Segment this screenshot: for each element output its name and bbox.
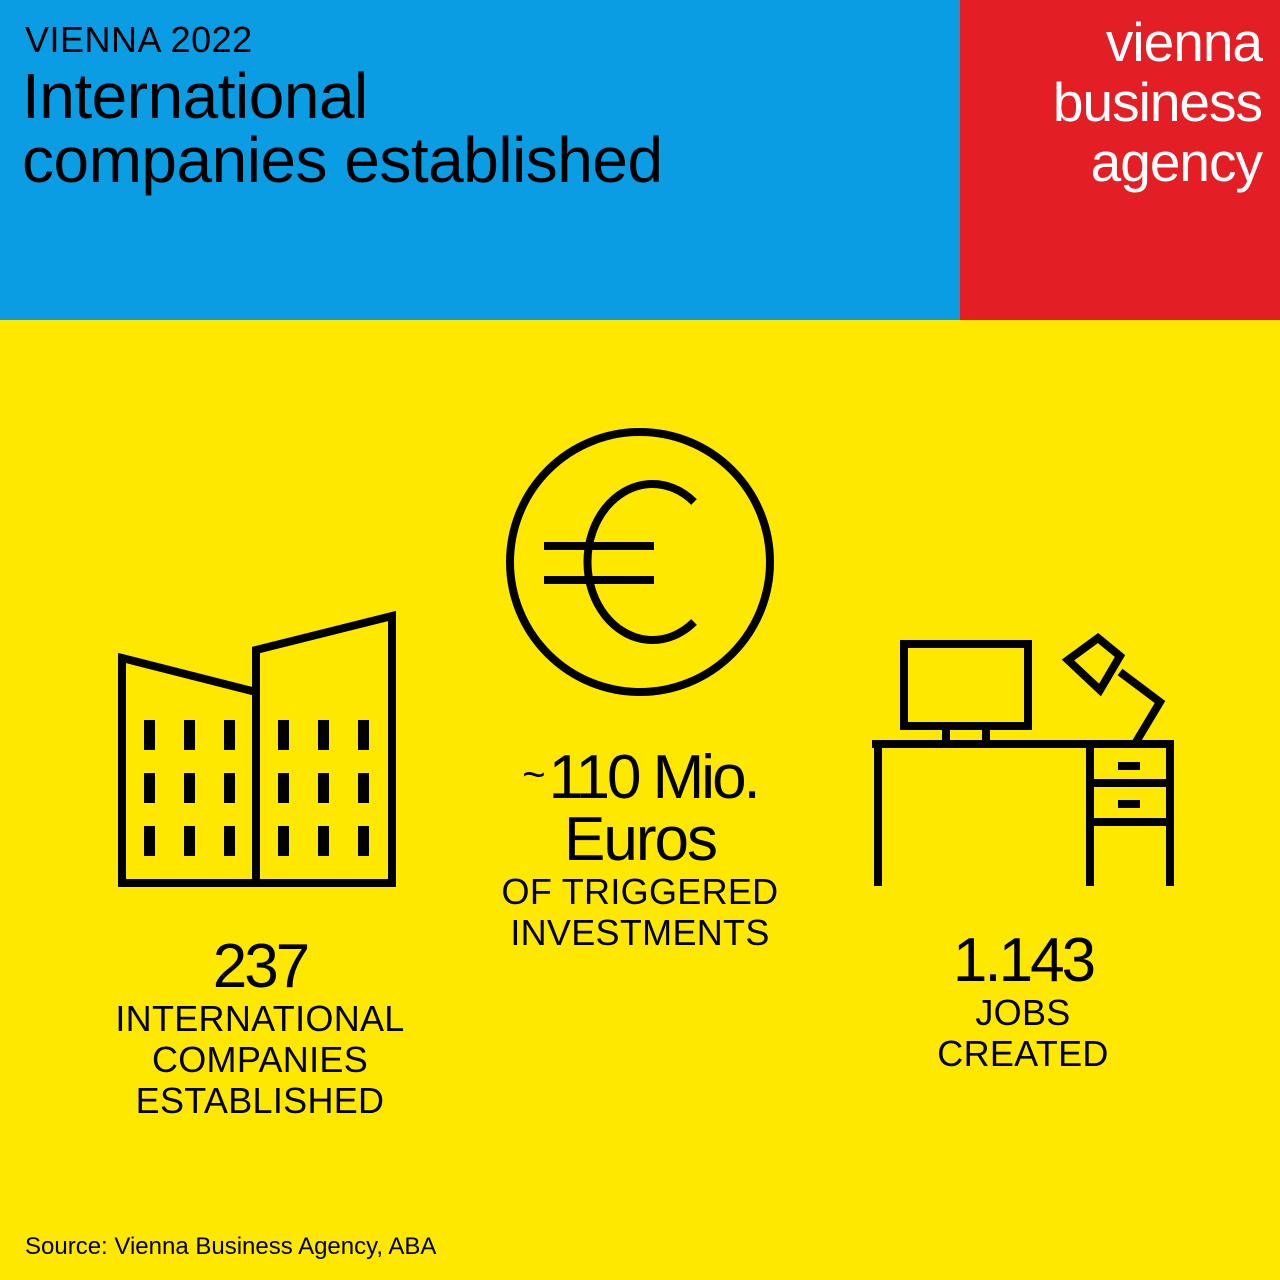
header-banner: VIENNA 2022 International companies esta… bbox=[0, 0, 960, 320]
source-note: Source: Vienna Business Agency, ABA bbox=[25, 1233, 437, 1260]
logo-line-2: business bbox=[1052, 71, 1263, 133]
stat-label-line: CREATED bbox=[937, 1033, 1109, 1074]
brand-logo: vienna business agency bbox=[960, 0, 1280, 320]
title-line-1: International bbox=[22, 60, 368, 132]
logo-line-1: vienna bbox=[1105, 11, 1263, 73]
desk-workstation-icon bbox=[872, 632, 1174, 886]
office-buildings-icon bbox=[118, 610, 396, 887]
stat-value: 237 bbox=[212, 932, 310, 1001]
stat-value: 1.143 bbox=[952, 926, 1096, 995]
stat-label-line: INTERNATIONAL bbox=[115, 998, 405, 1039]
stat-label-line: JOBS bbox=[975, 992, 1071, 1033]
approx-prefix: ~ bbox=[522, 753, 545, 797]
stat-jobs: 1.143 JOBS CREATED bbox=[823, 926, 1223, 1075]
stat-value-unit: Euros bbox=[564, 805, 718, 874]
euro-coin-icon bbox=[506, 428, 774, 696]
stats-panel bbox=[0, 320, 1280, 1280]
page-title: International companies established bbox=[22, 64, 663, 192]
stat-companies: 237 INTERNATIONAL COMPANIES ESTABLISHED bbox=[60, 932, 460, 1122]
stat-value-amount: 110 Mio. bbox=[548, 743, 761, 812]
stat-label-line: INVESTMENTS bbox=[510, 912, 770, 953]
stat-label-line: OF TRIGGERED bbox=[501, 871, 779, 912]
stat-label-line: COMPANIES bbox=[151, 1039, 369, 1080]
stat-label-line: ESTABLISHED bbox=[135, 1080, 385, 1121]
kicker: VIENNA 2022 bbox=[25, 19, 253, 60]
stat-investments: ~110 Mio. Euros OF TRIGGERED INVESTMENTS bbox=[440, 744, 840, 954]
title-line-2: companies established bbox=[22, 124, 663, 196]
stat-value: ~110 Mio. bbox=[440, 744, 840, 809]
logo-line-3: agency bbox=[1090, 131, 1263, 193]
